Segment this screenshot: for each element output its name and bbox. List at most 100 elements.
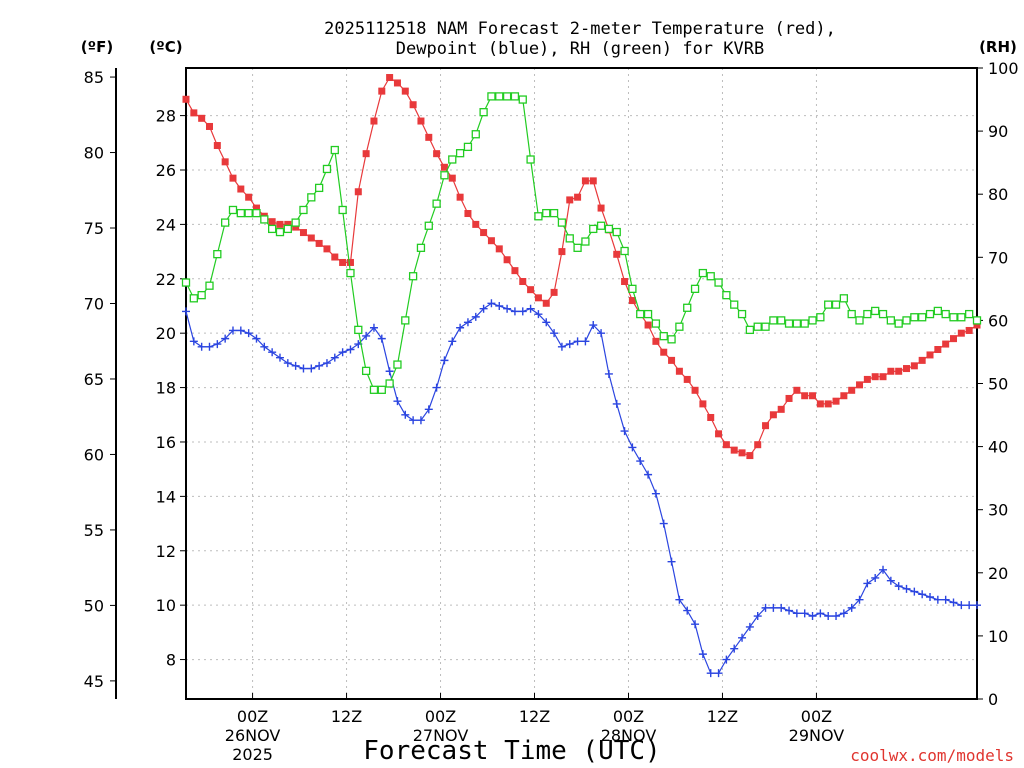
dewpoint-point <box>440 356 449 365</box>
dewpoint-point <box>510 307 519 316</box>
rh-point <box>463 142 473 152</box>
celsius-tick-label: 14 <box>156 487 176 506</box>
celsius-tick-label: 20 <box>156 324 176 343</box>
rh-tick-label: 60 <box>988 311 1008 330</box>
source-credit: coolwx.com/models <box>850 746 1014 765</box>
temperature-point <box>777 405 785 413</box>
dewpoint-point <box>526 304 535 313</box>
temperature-point <box>378 87 386 95</box>
dewpoint-point <box>785 606 794 615</box>
rh-point <box>369 385 379 394</box>
dewpoint-point <box>471 312 480 321</box>
temperature-point <box>370 117 378 125</box>
rh-point <box>855 316 864 325</box>
rh-point <box>236 208 245 218</box>
temperature-point <box>566 196 574 204</box>
temperature-point <box>182 95 190 103</box>
dewpoint-point <box>738 633 747 642</box>
rh-point <box>965 309 974 319</box>
temperature-point <box>801 392 809 400</box>
temperature-point <box>957 329 965 337</box>
fahrenheit-tick-label: 75 <box>84 219 104 238</box>
dewpoint-point <box>518 307 527 316</box>
temperature-point <box>683 375 691 383</box>
rh-point <box>549 208 559 218</box>
rh-point <box>197 291 206 300</box>
rh-point <box>510 92 520 101</box>
dewpoint-point <box>503 304 512 313</box>
dewpoint-point <box>330 353 339 362</box>
dewpoint-point <box>926 593 935 602</box>
dewpoint-point <box>322 359 331 368</box>
temperature-point <box>480 229 488 237</box>
temperature-point <box>354 188 362 196</box>
temperature-point <box>268 218 276 226</box>
dewpoint-point <box>362 331 371 340</box>
dewpoint-point <box>495 301 504 310</box>
rh-point <box>573 243 582 252</box>
dewpoint-point <box>401 410 410 419</box>
dewpoint-point <box>777 603 786 612</box>
temperature-point <box>973 321 981 329</box>
dewpoint-point <box>973 601 981 610</box>
dewpoint-point <box>463 318 472 327</box>
rh-point <box>440 171 449 180</box>
temperature-point <box>950 335 958 343</box>
rh-point <box>636 309 645 319</box>
rh-point <box>526 155 535 164</box>
celsius-tick-label: 8 <box>166 651 176 670</box>
fahrenheit-unit-label: (ºF) <box>81 38 113 56</box>
dewpoint-point <box>910 587 919 596</box>
chart-title-line-2: Dewpoint (blue), RH (green) for KVRB <box>396 39 764 59</box>
rh-point <box>714 278 723 287</box>
fahrenheit-tick-label: 55 <box>84 521 104 540</box>
dewpoint-point <box>863 579 872 588</box>
dewpoint-point <box>542 318 551 327</box>
dewpoint-point <box>933 595 942 604</box>
temperature-point <box>292 223 300 231</box>
celsius-tick-label: 10 <box>156 596 176 615</box>
rh-unit-label: (RH) <box>979 38 1017 56</box>
rh-point <box>338 205 347 215</box>
rh-point <box>393 360 402 369</box>
dewpoint-point <box>886 576 895 585</box>
dewpoint-point <box>667 557 676 566</box>
rh-point <box>604 224 614 234</box>
rh-point <box>910 313 919 322</box>
dewpoint-point <box>894 582 903 591</box>
rh-point <box>690 284 700 294</box>
temperature-point <box>550 288 558 296</box>
rh-point <box>706 272 715 281</box>
rh-point <box>878 309 888 319</box>
rh-tick-label: 70 <box>988 248 1008 267</box>
temperature-point <box>668 356 676 364</box>
rh-point <box>925 309 935 319</box>
dewpoint-point <box>236 326 245 335</box>
celsius-unit-label: (ºC) <box>149 38 182 56</box>
temperature-point <box>409 101 417 109</box>
dewpoint-point <box>346 345 355 354</box>
dewpoint-point <box>487 299 496 308</box>
rh-point <box>181 278 191 287</box>
temperature-point <box>362 150 370 158</box>
temperature-point <box>675 367 683 375</box>
dewpoint-point <box>307 364 316 373</box>
temperature-point <box>464 210 472 218</box>
dewpoint-point <box>698 650 707 659</box>
rh-tick-label: 20 <box>988 564 1008 583</box>
rh-point <box>871 306 880 316</box>
rh-point <box>620 246 629 256</box>
temperature-point <box>879 373 887 381</box>
temperature-point <box>824 400 832 408</box>
dewpoint-point <box>675 595 684 604</box>
temperature-point <box>644 321 652 329</box>
rh-point <box>722 291 731 300</box>
rh-point <box>808 316 817 325</box>
rh-point <box>589 224 598 234</box>
dewpoint-point <box>424 405 433 414</box>
dewpoint-point <box>816 609 825 618</box>
temperature-point <box>448 174 456 182</box>
x-tick-label: 00Z <box>237 707 268 726</box>
rh-point <box>557 218 567 227</box>
dewpoint-point <box>275 353 284 362</box>
